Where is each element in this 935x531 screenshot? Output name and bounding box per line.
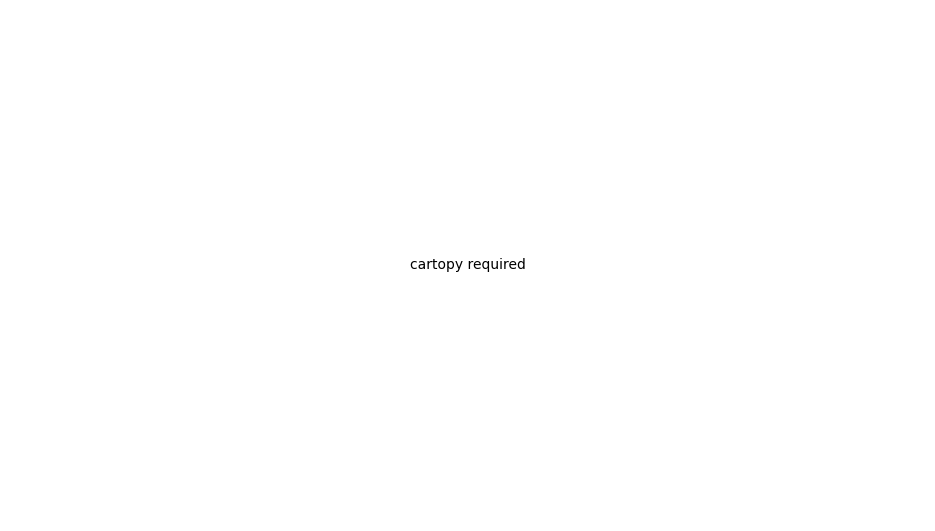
Text: cartopy required: cartopy required [410, 259, 525, 272]
